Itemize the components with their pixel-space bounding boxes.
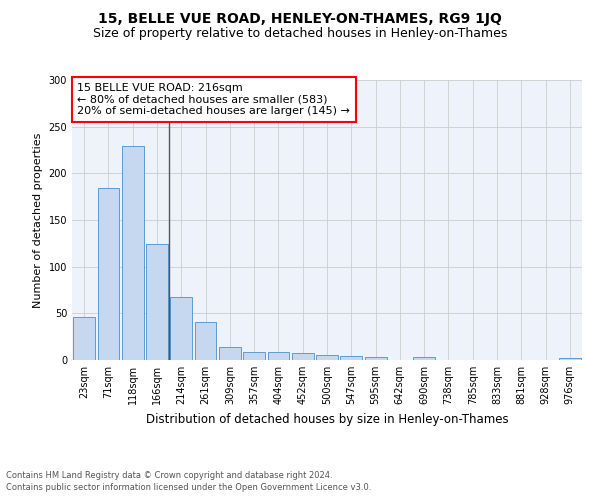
Bar	[146, 244, 168, 360]
Bar	[413, 357, 435, 360]
Bar	[365, 357, 386, 360]
Bar	[559, 358, 581, 360]
Text: 15 BELLE VUE ROAD: 216sqm
← 80% of detached houses are smaller (583)
20% of semi: 15 BELLE VUE ROAD: 216sqm ← 80% of detac…	[77, 83, 350, 116]
Y-axis label: Number of detached properties: Number of detached properties	[33, 132, 43, 308]
Text: 15, BELLE VUE ROAD, HENLEY-ON-THAMES, RG9 1JQ: 15, BELLE VUE ROAD, HENLEY-ON-THAMES, RG…	[98, 12, 502, 26]
Bar	[292, 354, 314, 360]
Bar	[170, 298, 192, 360]
Bar	[268, 352, 289, 360]
Bar	[97, 188, 119, 360]
Bar	[122, 146, 143, 360]
X-axis label: Distribution of detached houses by size in Henley-on-Thames: Distribution of detached houses by size …	[146, 412, 508, 426]
Bar	[219, 347, 241, 360]
Bar	[194, 322, 217, 360]
Text: Contains public sector information licensed under the Open Government Licence v3: Contains public sector information licen…	[6, 483, 371, 492]
Text: Size of property relative to detached houses in Henley-on-Thames: Size of property relative to detached ho…	[93, 28, 507, 40]
Bar	[316, 356, 338, 360]
Bar	[73, 317, 95, 360]
Bar	[340, 356, 362, 360]
Text: Contains HM Land Registry data © Crown copyright and database right 2024.: Contains HM Land Registry data © Crown c…	[6, 470, 332, 480]
Bar	[243, 352, 265, 360]
